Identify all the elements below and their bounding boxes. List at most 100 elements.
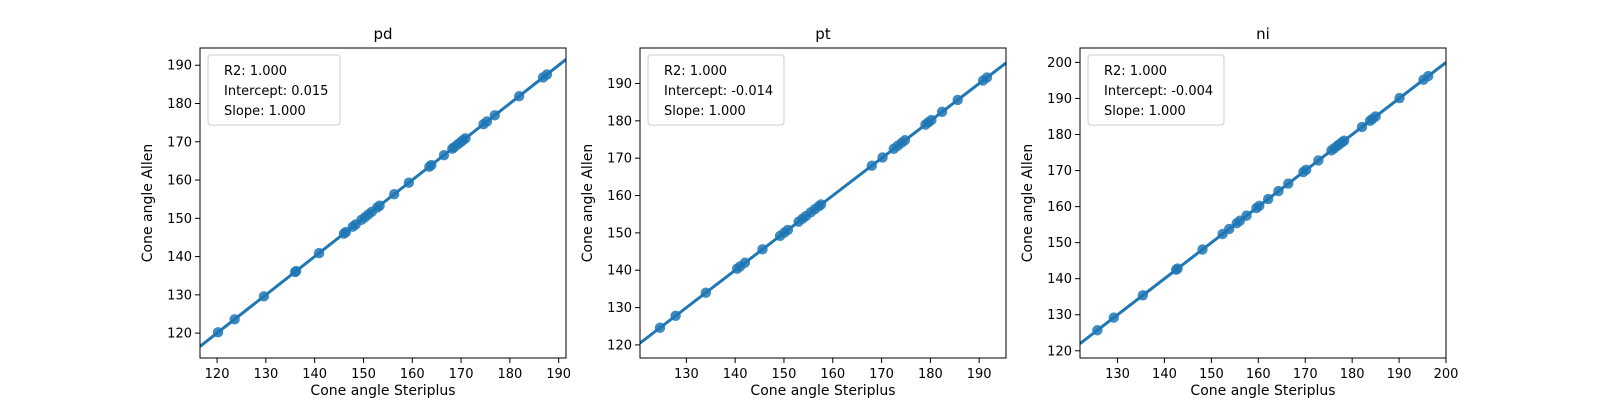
- data-point: [815, 199, 827, 210]
- data-point: [936, 106, 948, 118]
- data-point: [212, 327, 224, 338]
- x-axis-label: Cone angle Steriplus: [1190, 383, 1335, 399]
- legend-entry: Intercept: 0.015: [224, 84, 328, 99]
- x-tick-label: 190: [546, 367, 571, 382]
- y-tick-label: 180: [607, 114, 632, 129]
- legend-entry: R2: 1.000: [664, 64, 727, 79]
- legend-entry: Slope: 1.000: [664, 104, 746, 119]
- data-point: [1356, 121, 1368, 133]
- x-tick-label: 140: [302, 367, 327, 382]
- data-point: [670, 310, 681, 321]
- legend-entry: Slope: 1.000: [224, 104, 306, 119]
- x-tick-label: 160: [1246, 367, 1271, 382]
- y-tick-label: 170: [1047, 164, 1072, 179]
- y-tick-label: 150: [1047, 236, 1072, 251]
- data-point: [1254, 200, 1265, 212]
- y-tick-label: 120: [1047, 344, 1072, 359]
- x-tick-label: 180: [1340, 367, 1365, 382]
- y-tick-label: 150: [607, 226, 632, 241]
- data-point: [258, 291, 270, 302]
- legend-entry: R2: 1.000: [224, 64, 287, 79]
- y-tick-label: 180: [167, 97, 192, 112]
- data-point: [389, 188, 400, 200]
- legend-entry: R2: 1.000: [1104, 64, 1167, 79]
- data-point: [481, 116, 493, 127]
- data-point: [739, 257, 751, 268]
- axes-frame: [639, 47, 1007, 359]
- data-point: [489, 110, 500, 121]
- subplot-title: pt: [815, 25, 831, 43]
- data-point: [782, 224, 794, 236]
- data-point: [899, 135, 911, 146]
- subplot-title: ni: [1256, 25, 1270, 43]
- legend-entry: Slope: 1.000: [1104, 104, 1186, 119]
- x-tick-label: 130: [1105, 367, 1130, 382]
- data-point: [229, 314, 240, 325]
- plot-area: [1080, 61, 1446, 345]
- y-tick-label: 170: [607, 152, 632, 167]
- data-point: [757, 244, 768, 255]
- data-point: [1262, 193, 1274, 205]
- y-tick-label: 190: [1047, 92, 1072, 107]
- y-tick-label: 120: [607, 338, 632, 353]
- x-axis-label: Cone angle Steriplus: [750, 383, 895, 399]
- data-point: [877, 152, 888, 163]
- subplot-pt: 130 140 150 160 170 180 190 120 130 140 150 160 170 1…: [580, 25, 1007, 399]
- y-tick-label: 120: [167, 327, 192, 342]
- data-point: [952, 94, 963, 106]
- y-tick-label: 190: [607, 77, 632, 92]
- legend-entry: Intercept: -0.004: [1104, 84, 1213, 99]
- data-point: [426, 159, 437, 171]
- legend-box: [207, 54, 341, 126]
- x-tick-label: 160: [820, 367, 845, 382]
- axes-frame: [199, 47, 567, 359]
- x-tick-label: 140: [723, 367, 748, 382]
- x-tick-label: 150: [1199, 367, 1224, 382]
- subplot-ni: 130 140 150 160 170 180 190 200 120 130 140 150 160 1…: [1020, 25, 1458, 399]
- y-tick-label: 160: [1047, 200, 1072, 215]
- y-tick-label: 160: [607, 189, 632, 204]
- data-point: [1224, 223, 1235, 235]
- data-point: [1283, 178, 1294, 189]
- x-tick-label: 120: [205, 367, 230, 382]
- data-point: [374, 200, 385, 211]
- y-tick-label: 140: [607, 264, 632, 279]
- x-tick-label: 160: [400, 367, 425, 382]
- subplot-title: pd: [373, 25, 392, 43]
- x-tick-label: 140: [1152, 367, 1177, 382]
- y-tick-label: 140: [1047, 272, 1072, 287]
- y-tick-label: 150: [167, 212, 192, 227]
- data-point: [1241, 210, 1252, 221]
- data-point: [313, 247, 325, 259]
- x-tick-label: 130: [253, 367, 278, 382]
- x-tick-label: 150: [772, 367, 797, 382]
- y-tick-label: 130: [607, 301, 632, 316]
- data-point: [541, 69, 553, 80]
- data-point: [1338, 135, 1350, 146]
- data-point: [1394, 92, 1405, 104]
- x-tick-label: 190: [1387, 367, 1412, 382]
- x-tick-label: 200: [1434, 367, 1459, 382]
- axes-frame: [1079, 47, 1447, 359]
- legend-box: [647, 54, 785, 126]
- y-tick-label: 170: [167, 135, 192, 150]
- y-tick-label: 130: [167, 288, 192, 303]
- x-tick-label: 150: [351, 367, 376, 382]
- legend: R2: 1.000 Intercept: 0.015 Slope: 1.000: [207, 54, 341, 126]
- x-tick-label: 170: [1293, 367, 1318, 382]
- x-tick-label: 170: [869, 367, 894, 382]
- data-point: [438, 149, 450, 161]
- data-point: [1273, 185, 1284, 197]
- x-tick-label: 130: [674, 367, 699, 382]
- legend: R2: 1.000 Intercept: -0.004 Slope: 1.000: [1087, 54, 1225, 126]
- data-point: [981, 72, 993, 83]
- plot-area: [640, 61, 1006, 345]
- data-point: [654, 322, 666, 333]
- data-point: [1313, 155, 1324, 166]
- y-tick-label: 160: [167, 174, 192, 189]
- data-point: [1422, 70, 1434, 82]
- x-tick-label: 190: [967, 367, 992, 382]
- plot-area: [200, 58, 566, 348]
- y-axis-label: Cone angle Allen: [1020, 144, 1036, 262]
